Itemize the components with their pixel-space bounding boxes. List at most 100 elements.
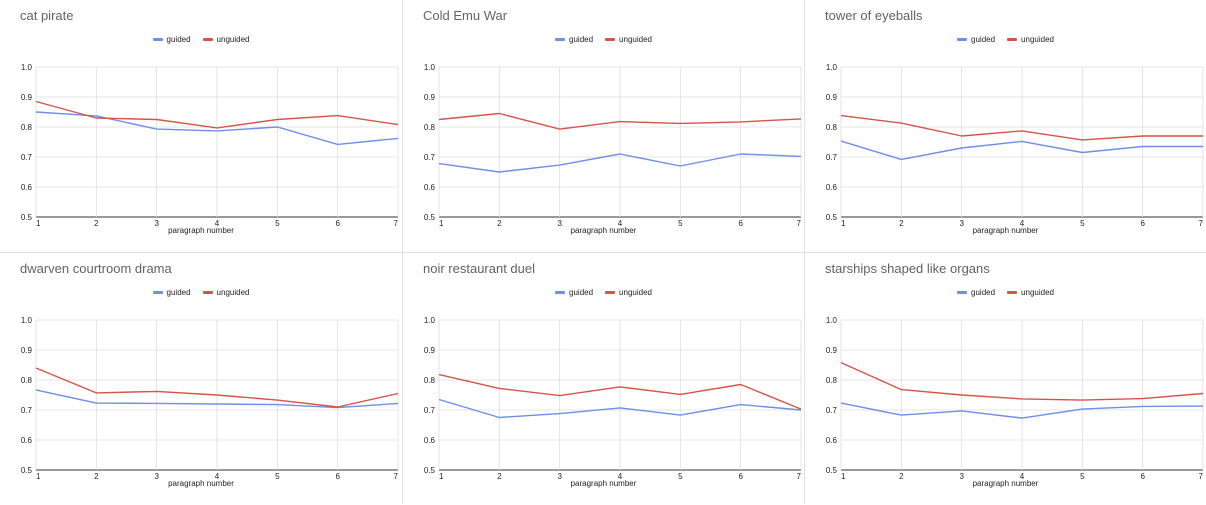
legend-label: guided <box>166 288 191 297</box>
y-tick-label: 1.0 <box>826 63 838 72</box>
legend-swatch <box>1007 38 1018 41</box>
legend-item-unguided: unguided <box>202 288 250 297</box>
x-tick-label: 7 <box>394 219 399 228</box>
x-tick-label: 7 <box>797 472 802 481</box>
x-tick-label: 6 <box>335 472 340 481</box>
x-tick-label: 5 <box>678 472 683 481</box>
x-tick-label: 3 <box>959 472 964 481</box>
y-tick-label: 0.5 <box>424 466 436 475</box>
legend-label: unguided <box>216 288 250 297</box>
chart-legend: guided unguided <box>403 287 804 297</box>
x-tick-label: 7 <box>394 472 399 481</box>
x-tick-label: 5 <box>1080 219 1085 228</box>
legend-swatch <box>555 291 566 294</box>
chart-plot: 0.5 0.6 0.7 0.8 0.9 1.0 1 2 3 4 5 6 7 <box>424 63 802 228</box>
x-tick-label: 6 <box>738 472 743 481</box>
series-line-unguided <box>35 100 399 129</box>
x-tick-label: 6 <box>1140 472 1145 481</box>
y-tick-label: 0.6 <box>424 436 436 445</box>
legend-swatch <box>152 38 163 41</box>
y-tick-label: 0.7 <box>826 406 838 415</box>
x-tick-label: 2 <box>899 219 904 228</box>
y-tick-label: 0.8 <box>424 123 436 132</box>
legend-swatch <box>202 38 213 41</box>
chart-title: Cold Emu War <box>423 8 508 23</box>
x-tick-label: 3 <box>557 472 562 481</box>
x-tick-label: 1 <box>36 472 41 481</box>
y-tick-label: 0.7 <box>424 406 436 415</box>
chart-panel-dwarven-courtroom-drama: dwarven courtroom drama guided unguided 0.5… <box>0 252 402 504</box>
y-tick-label: 0.5 <box>826 466 838 475</box>
x-tick-label: 2 <box>94 472 99 481</box>
y-tick-label: 0.6 <box>826 183 838 192</box>
x-tick-label: 3 <box>959 219 964 228</box>
x-tick-label: 7 <box>1199 219 1204 228</box>
y-tick-label: 0.6 <box>424 183 436 192</box>
chart-panel-noir-restaurant-duel: noir restaurant duel guided unguided 0.5 0.6… <box>402 252 804 504</box>
x-tick-label: 3 <box>557 219 562 228</box>
x-tick-label: 2 <box>497 219 502 228</box>
x-tick-label: 3 <box>154 472 159 481</box>
chart-title: noir restaurant duel <box>423 261 536 276</box>
x-tick-label: 3 <box>154 219 159 228</box>
chart-legend: guided unguided <box>0 34 402 44</box>
y-tick-label: 0.5 <box>21 213 33 222</box>
chart-legend: guided unguided <box>403 34 804 44</box>
legend-item-unguided: unguided <box>1007 35 1054 44</box>
legend-item-unguided: unguided <box>1007 288 1054 297</box>
series-line-guided <box>438 398 802 419</box>
x-tick-label: 1 <box>36 219 41 228</box>
legend-label: guided <box>166 35 191 44</box>
y-tick-label: 0.6 <box>21 183 33 192</box>
x-tick-label: 5 <box>1080 472 1085 481</box>
y-tick-label: 0.9 <box>21 346 33 355</box>
x-tick-label: 4 <box>215 472 220 481</box>
chart-panel-tower-of-eyeballs: tower of eyeballs guided unguided 0.5 0.6 0.7… <box>804 0 1206 252</box>
x-axis-label: paragraph number <box>570 226 637 235</box>
legend-swatch <box>957 291 968 294</box>
x-tick-label: 2 <box>94 219 99 228</box>
x-axis-label: paragraph number <box>168 479 234 488</box>
chart-legend: guided unguided <box>805 287 1206 297</box>
legend-label: guided <box>569 288 594 297</box>
chart-title: tower of eyeballs <box>825 8 923 23</box>
y-tick-label: 0.6 <box>21 436 33 445</box>
x-tick-label: 7 <box>797 219 802 228</box>
legend-item-guided: guided <box>555 35 593 44</box>
legend-label: unguided <box>1021 35 1054 44</box>
x-axis-label: paragraph number <box>570 479 637 488</box>
series-line-unguided <box>35 367 399 408</box>
chart-panel-starships-shaped-like-organs: starships shaped like organs guided unguid… <box>804 252 1206 504</box>
legend-label: unguided <box>1021 288 1054 297</box>
y-tick-label: 0.7 <box>826 153 838 162</box>
legend-item-guided: guided <box>152 288 191 297</box>
y-tick-label: 0.7 <box>21 406 33 415</box>
series-line-guided <box>840 140 1203 161</box>
chart-title: dwarven courtroom drama <box>20 261 172 276</box>
y-tick-label: 0.5 <box>424 213 436 222</box>
x-tick-label: 5 <box>275 219 280 228</box>
x-axis-label: paragraph number <box>168 226 234 235</box>
x-tick-label: 1 <box>439 219 444 228</box>
legend-label: guided <box>971 35 996 44</box>
y-tick-label: 0.8 <box>826 123 838 132</box>
x-tick-label: 6 <box>738 219 743 228</box>
y-tick-label: 0.9 <box>826 93 838 102</box>
x-tick-label: 4 <box>215 219 220 228</box>
legend-label: guided <box>569 35 594 44</box>
y-tick-label: 0.9 <box>424 346 436 355</box>
y-tick-label: 0.6 <box>826 436 838 445</box>
legend-label: unguided <box>619 288 652 297</box>
x-tick-label: 2 <box>497 472 502 481</box>
x-axis-label: paragraph number <box>972 479 1039 488</box>
x-tick-label: 1 <box>841 219 846 228</box>
legend-item-unguided: unguided <box>605 35 652 44</box>
legend-item-guided: guided <box>555 288 593 297</box>
y-tick-label: 1.0 <box>21 316 33 325</box>
legend-swatch <box>605 38 616 41</box>
legend-item-unguided: unguided <box>605 288 652 297</box>
legend-item-guided: guided <box>152 35 191 44</box>
chart-title: cat pirate <box>20 8 74 23</box>
y-tick-label: 1.0 <box>826 316 838 325</box>
y-tick-label: 0.8 <box>21 123 33 132</box>
